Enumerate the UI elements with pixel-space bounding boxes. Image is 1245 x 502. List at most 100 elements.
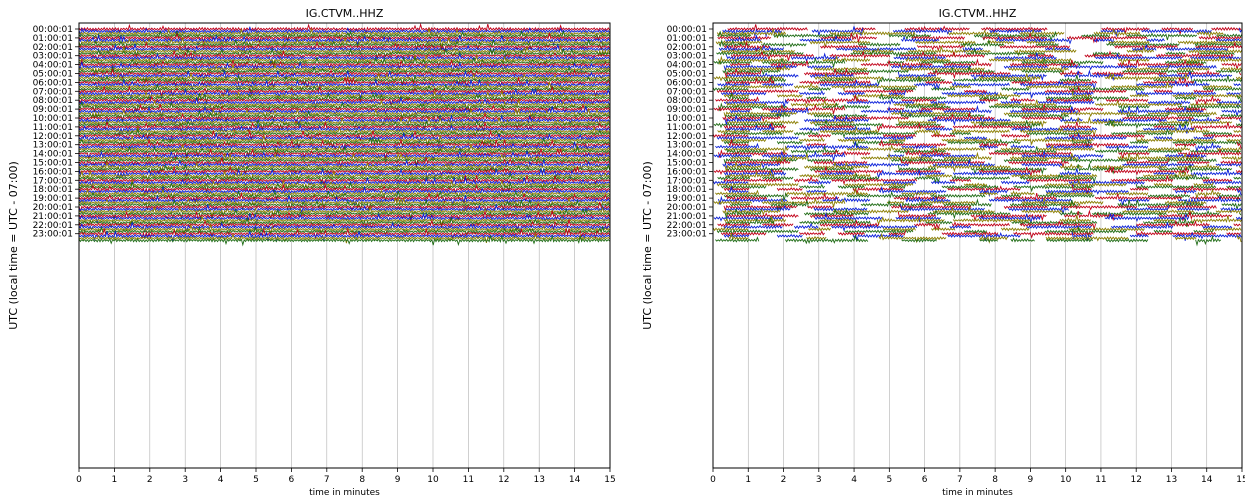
trace-segment (822, 102, 871, 110)
trace-segment (1084, 50, 1143, 58)
trace-segment (729, 109, 751, 114)
trace-segment (979, 238, 998, 243)
trace-segment (1176, 160, 1210, 165)
trace-segment (1092, 211, 1167, 219)
x-axis-label: time in minutes (309, 488, 380, 498)
trace-segment (941, 231, 999, 236)
trace-segment (1010, 190, 1035, 196)
trace-segment (78, 201, 610, 213)
trace-segment (1198, 35, 1242, 41)
trace-segment (1013, 231, 1094, 240)
trace-segment (78, 130, 610, 142)
trace-segment (1009, 106, 1078, 116)
trace-segment (1147, 193, 1191, 200)
y-tick-label: 16:00:01 (667, 167, 707, 177)
trace-segment (927, 115, 1011, 127)
trace-segment (901, 97, 937, 103)
trace-segment (947, 138, 1021, 148)
helicorder-chart-continuous: IG.CTVM..HHZ time in minutes UTC (local … (7, 7, 616, 498)
trace-segment (1059, 168, 1092, 176)
trace-segment (900, 63, 985, 72)
trace-segment (837, 184, 865, 190)
y-tick-label: 00:00:01 (33, 25, 73, 35)
trace-segment (722, 208, 781, 217)
y-tick-label: 06:00:01 (667, 78, 707, 88)
trace-segment (1063, 69, 1124, 82)
trace-segment (78, 134, 610, 147)
trace-segment (718, 44, 784, 52)
trace-segment (78, 125, 610, 138)
trace-segment (78, 114, 610, 127)
trace-segment (831, 224, 918, 232)
trace-segment (905, 102, 951, 110)
trace-segment (78, 69, 610, 82)
trace-segment (730, 50, 815, 61)
trace-segment (761, 129, 794, 134)
trace-segment (1216, 100, 1242, 108)
trace-segment (1021, 196, 1104, 209)
trace-segment (1094, 193, 1183, 201)
trace-segment (1092, 164, 1167, 172)
trace-segment (1066, 35, 1148, 44)
trace-segment (713, 153, 753, 159)
trace-segment (724, 208, 762, 220)
trace-segment (720, 137, 767, 143)
trace-segment (773, 33, 854, 41)
y-tick-label: 22:00:01 (33, 221, 73, 231)
trace-segment (1122, 209, 1195, 217)
y-tick-label: 04:00:01 (667, 61, 707, 71)
trace-segment (1202, 226, 1242, 232)
trace-segment (837, 231, 865, 236)
trace-segment (1104, 212, 1190, 223)
x-tick-label: 10 (1060, 475, 1072, 485)
trace-segment (1000, 227, 1030, 232)
y-tick-label: 23:00:01 (33, 230, 73, 240)
trace-segment (1238, 27, 1243, 33)
trace-segment (722, 115, 781, 124)
x-tick-label: 14 (569, 475, 581, 485)
trace-segment (886, 107, 905, 111)
trace-segment (1106, 42, 1180, 47)
trace-segment (803, 160, 870, 171)
trace-segment (844, 135, 914, 144)
trace-segment (844, 88, 914, 98)
trace-segment (78, 58, 610, 70)
trace-segment (718, 38, 751, 48)
trace-segment (901, 144, 937, 150)
trace-segment (930, 227, 956, 232)
trace-segment (78, 101, 610, 114)
trace-segment (1174, 189, 1197, 194)
x-tick-label: 13 (533, 475, 544, 485)
trace-segment (949, 131, 972, 136)
trace-segment (832, 68, 909, 74)
trace-segment (1105, 191, 1149, 196)
trace-segment (918, 60, 976, 69)
trace-segment (930, 133, 956, 138)
trace-segment (878, 92, 947, 104)
trace-segment (1021, 56, 1104, 69)
trace-segment (807, 86, 832, 92)
trace-segment (78, 167, 610, 180)
trace-segment (811, 26, 865, 37)
trace-segment (949, 225, 972, 230)
y-tick-label: 14:00:01 (667, 150, 707, 160)
trace-segment (1046, 238, 1093, 243)
trace-segment (886, 60, 905, 65)
trace-segment (1239, 165, 1242, 169)
trace-segment (897, 118, 937, 125)
trace-segment (723, 216, 787, 226)
trace-segment (1093, 37, 1115, 45)
trace-segment (930, 100, 986, 107)
trace-segment (78, 90, 610, 102)
trace-segment (960, 38, 1005, 49)
trace-segment (1221, 62, 1242, 70)
trace-segment (761, 42, 807, 48)
x-tick-label: 2 (147, 475, 153, 485)
trace-segment (1135, 230, 1217, 237)
trace-segment (78, 22, 610, 35)
trace-segment (729, 155, 751, 161)
trace-segment (1000, 193, 1021, 198)
trace-segment (860, 152, 933, 163)
trace-segment (1021, 103, 1104, 116)
y-tick-label: 03:00:01 (33, 52, 73, 62)
